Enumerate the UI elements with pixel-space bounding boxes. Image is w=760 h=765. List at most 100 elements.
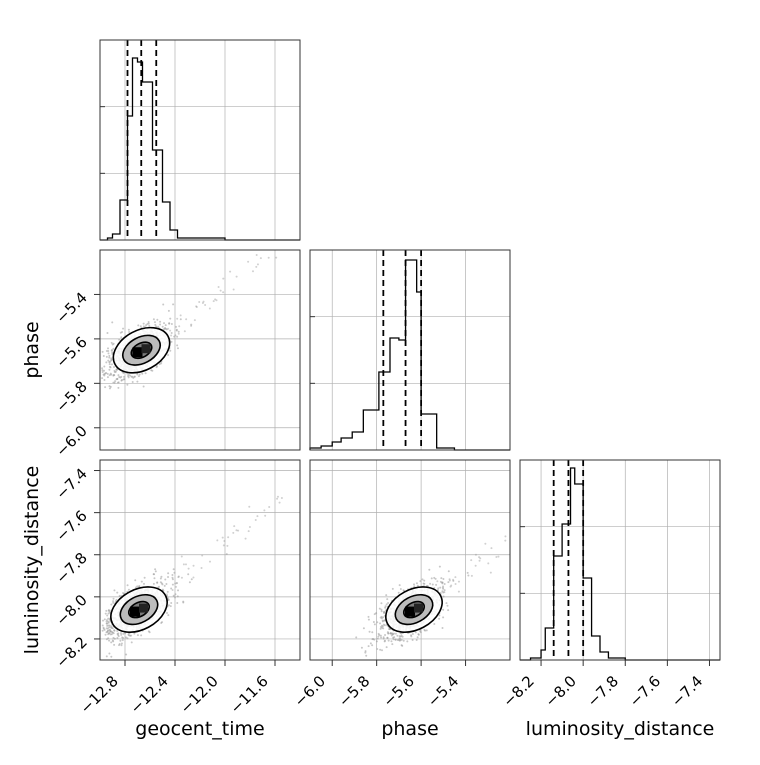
scatter-point (154, 570, 157, 573)
scatter-point-tail (278, 501, 281, 504)
scatter-point-tail (223, 539, 226, 542)
scatter-point (379, 634, 382, 637)
scatter-point (101, 619, 104, 622)
scatter-point-tail (504, 535, 507, 538)
x-tick-label: −8.2 (499, 672, 537, 710)
scatter-point (101, 367, 104, 370)
scatter-point (438, 617, 441, 620)
scatter-point (174, 334, 177, 337)
scatter-point (167, 614, 170, 617)
y-tick-label: −5.6 (52, 333, 90, 371)
scatter-point (441, 627, 444, 630)
x-tick-label: −7.6 (626, 672, 664, 710)
scatter-point (166, 590, 169, 593)
x-tick-label: −12.8 (77, 672, 122, 717)
scatter-point (130, 641, 133, 644)
scatter-point (447, 581, 450, 584)
scatter-point (131, 380, 134, 383)
scatter-point (146, 322, 149, 325)
scatter-point (110, 641, 113, 644)
scatter-point (167, 309, 170, 312)
x-tick-label: −11.6 (227, 672, 272, 717)
axes-frame (309, 249, 511, 451)
scatter-point (379, 626, 382, 629)
scatter-point (111, 351, 114, 354)
scatter-point (447, 609, 450, 612)
scatter-point (158, 585, 161, 588)
axes-frame (519, 459, 721, 661)
scatter-point (161, 325, 164, 328)
scatter-point (105, 609, 108, 612)
scatter-point (127, 328, 130, 331)
scatter-point (105, 655, 108, 658)
scatter-point-tail (255, 265, 258, 268)
scatter-point (188, 581, 191, 584)
scatter-point-tail (276, 497, 279, 500)
scatter-point (388, 628, 391, 631)
scatter-point (441, 581, 444, 584)
scatter-point (394, 632, 397, 635)
scatter-point (107, 347, 110, 350)
scatter-point (111, 639, 114, 642)
y-tick-label: −7.4 (52, 465, 90, 503)
scatter-point-tail (484, 542, 487, 545)
scatter-point (385, 646, 388, 649)
scatter-point (153, 321, 156, 324)
scatter-point (411, 632, 414, 635)
scatter-point (121, 636, 124, 639)
scatter-point (148, 631, 151, 634)
scatter-point (110, 655, 113, 658)
scatter-point (177, 575, 180, 578)
scatter-point-tail (183, 330, 186, 333)
scatter-point-tail (256, 515, 259, 518)
scatter-point-tail (184, 563, 187, 566)
scatter-point (134, 579, 137, 582)
scatter-point (369, 642, 372, 645)
scatter-point-tail (237, 529, 240, 532)
scatter-point (440, 577, 443, 580)
scatter-point (105, 631, 108, 634)
scatter-point (142, 325, 145, 328)
scatter-point-tail (478, 556, 481, 559)
data-layer (100, 40, 720, 661)
scatter-point (122, 372, 125, 375)
scatter-point (127, 376, 130, 379)
scatter-point (443, 589, 446, 592)
scatter-point (114, 380, 117, 383)
scatter-point-tail (175, 585, 178, 588)
scatter-point (125, 653, 128, 656)
scatter-point (148, 324, 151, 327)
scatter-point (155, 325, 158, 328)
scatter-point (176, 595, 179, 598)
scatter-point (110, 363, 113, 366)
scatter-point (122, 327, 125, 330)
scatter-point (138, 585, 141, 588)
scatter-point-tail (165, 593, 168, 596)
scatter-point (113, 374, 116, 377)
scatter-point (152, 573, 155, 576)
scatter-point-tail (457, 580, 460, 583)
scatter-point (128, 331, 131, 334)
scatter-point (105, 350, 108, 353)
scatter-point (166, 611, 169, 614)
scatter-point-tail (200, 566, 203, 569)
scatter-point (383, 611, 386, 614)
scatter-point (105, 361, 108, 364)
scatter-point (438, 565, 441, 568)
scatter-point (379, 627, 382, 630)
scatter-point (171, 576, 174, 579)
x-tick-label: −7.8 (584, 672, 622, 710)
scatter-point (104, 386, 107, 389)
scatter-point (113, 589, 116, 592)
scatter-point (397, 591, 400, 594)
scatter-point (399, 588, 402, 591)
scatter-point (421, 578, 424, 581)
scatter-point (156, 581, 159, 584)
scatter-point (118, 375, 121, 378)
scatter-point (380, 610, 383, 613)
axes-frame (99, 39, 301, 241)
scatter-point (156, 365, 159, 368)
scatter-point (120, 336, 123, 339)
scatter-point (160, 575, 163, 578)
